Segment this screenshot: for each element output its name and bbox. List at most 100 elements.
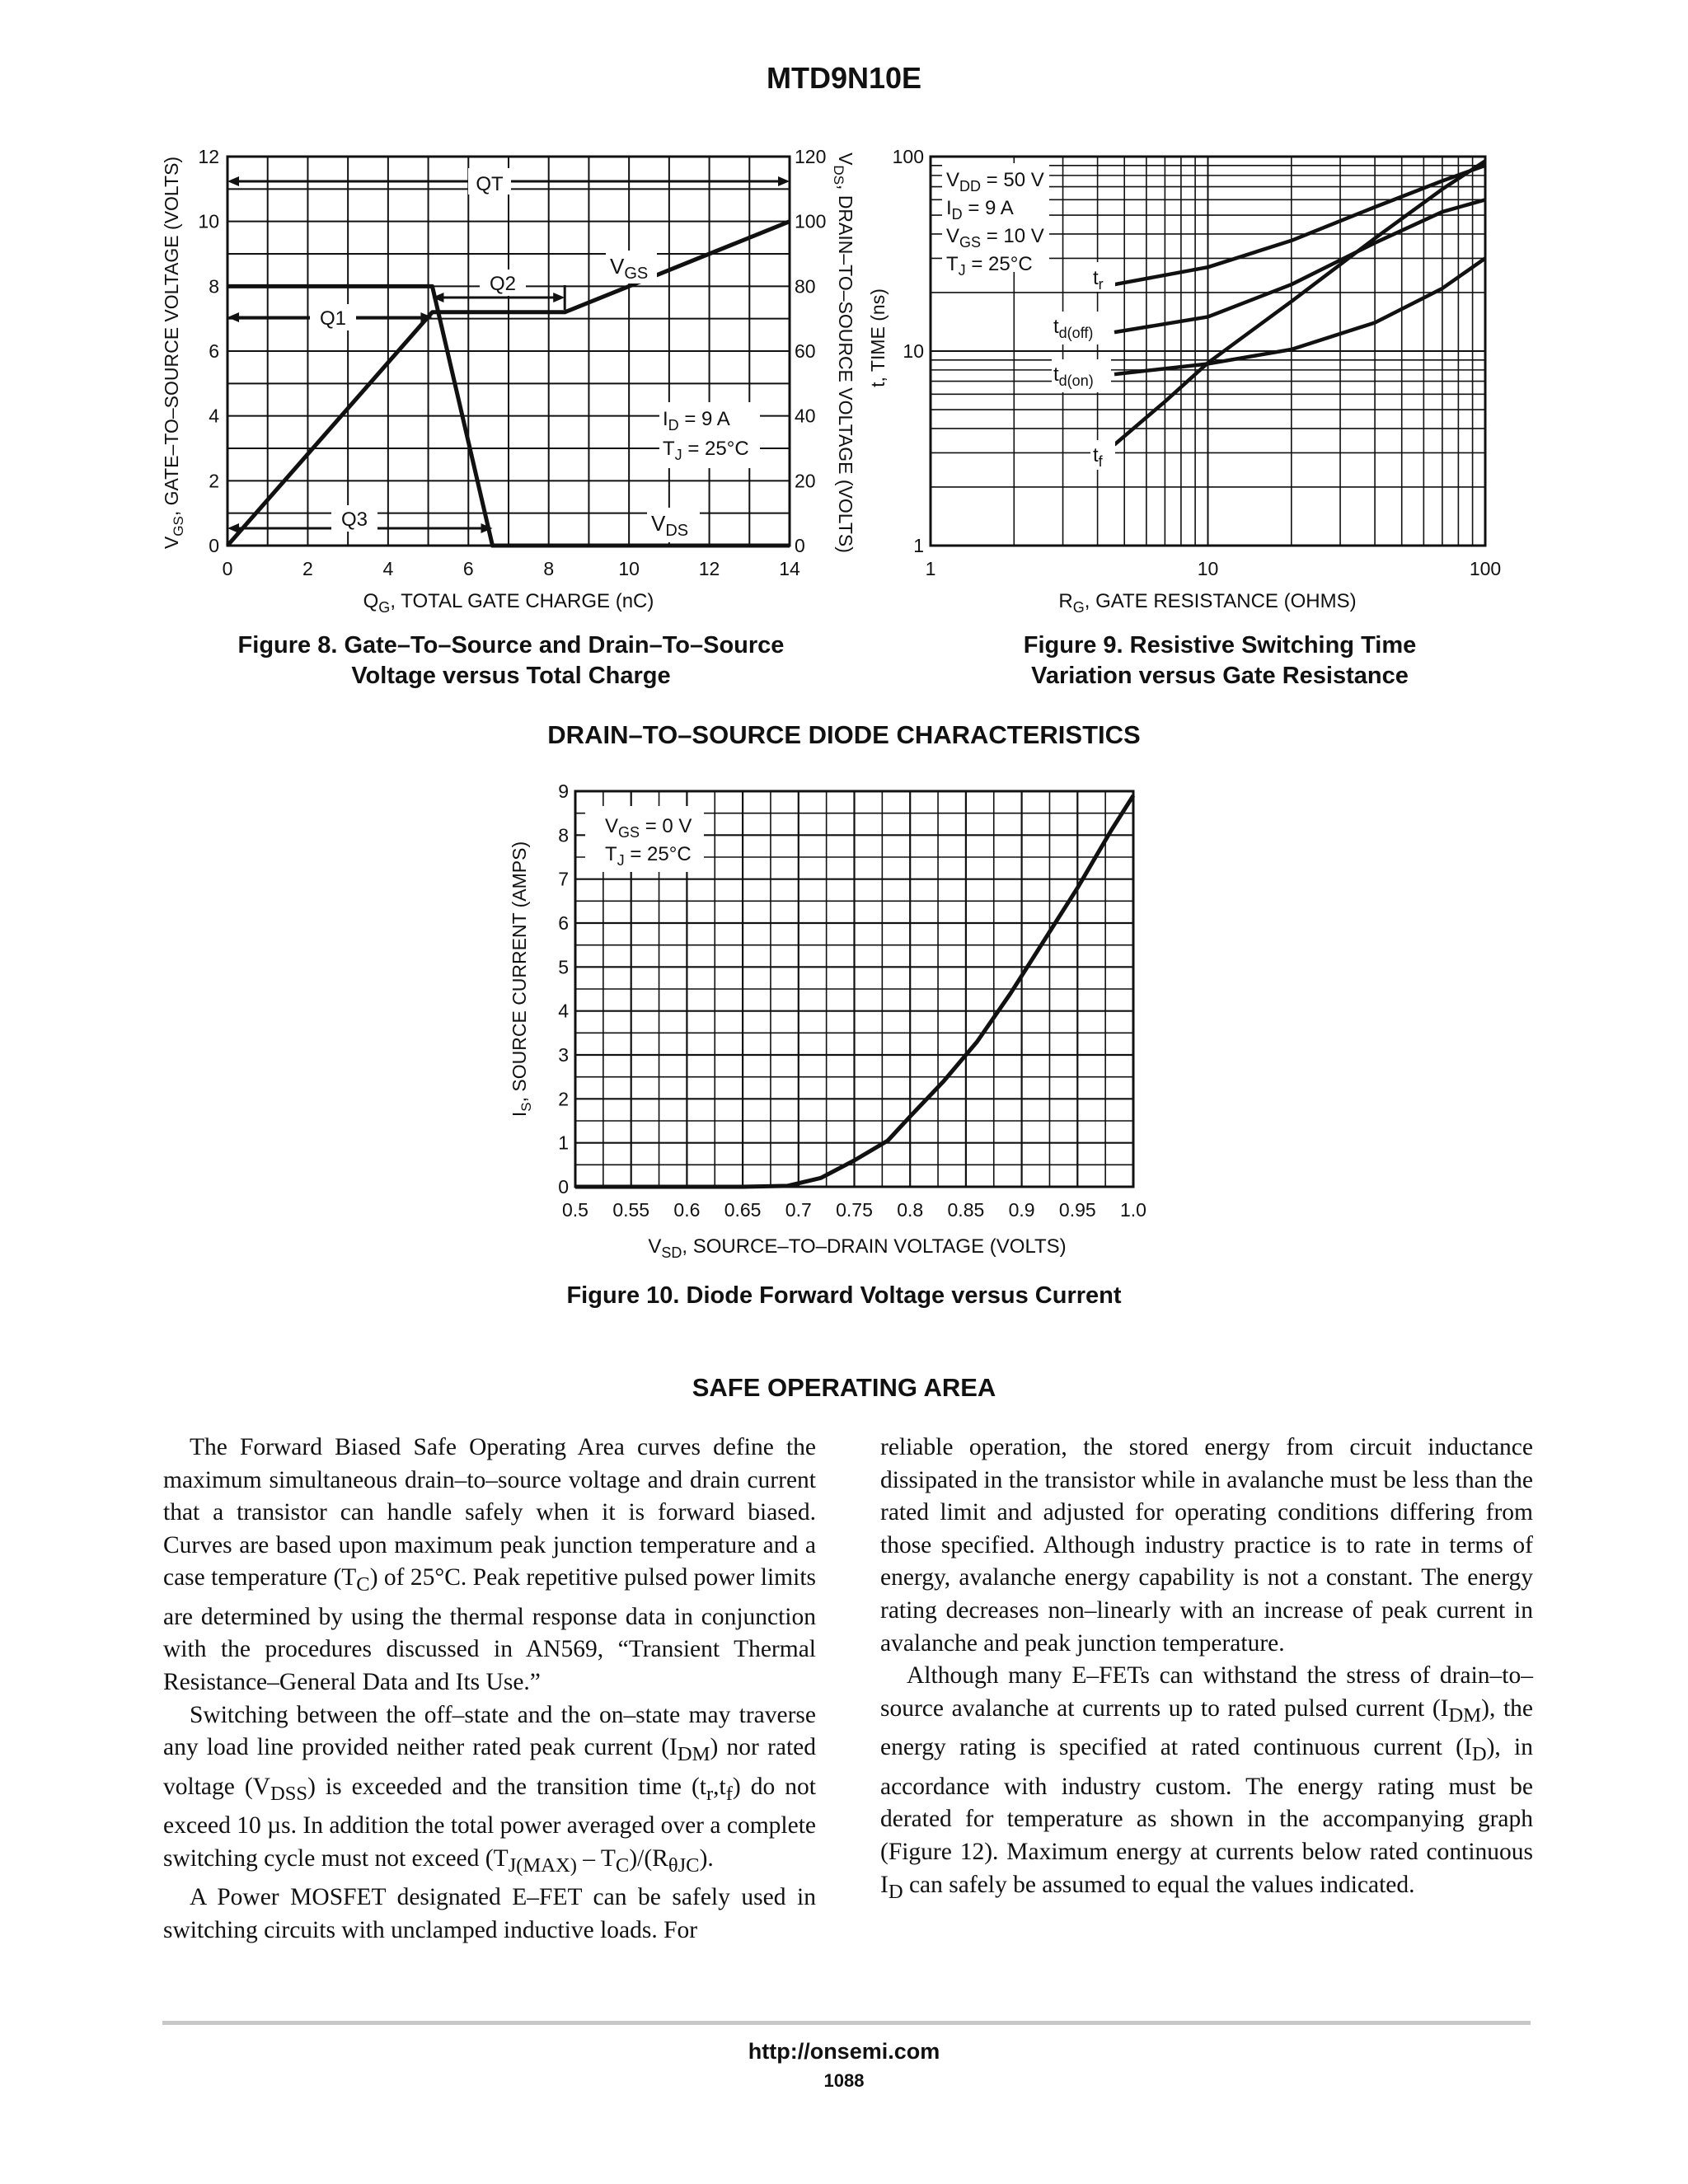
soa-left-paragraph-3: A Power MOSFET designated E–FET can be s… [163, 1884, 816, 1943]
fig9-caption-line2: Variation versus Gate Resistance [1031, 663, 1409, 689]
fig10-condition-tj: TJ = 25°C [605, 843, 692, 869]
fig9-y-tick-label: 1 [913, 535, 924, 556]
soa-right-column: reliable operation, the stored energy fr… [880, 1432, 1533, 1908]
fig8-left-tick-label: 8 [209, 275, 219, 297]
q2-label: Q2 [490, 273, 516, 295]
fig9-ticks: 1 10 100 1 10 100 [893, 146, 1502, 579]
fig10-x-tick-label: 0.7 [785, 1199, 812, 1221]
fig10-y-tick-label: 9 [558, 780, 569, 802]
q1-label: Q1 [320, 307, 346, 330]
fig10-x-axis-title: VSD, SOURCE–TO–DRAIN VOLTAGE (VOLTS) [648, 1235, 1066, 1261]
fig10-y-axis-title: IS, SOURCE CURRENT (AMPS) [509, 841, 534, 1117]
fig9-series-tdoff [1114, 198, 1486, 335]
fig10-y-tick-label: 8 [558, 824, 569, 846]
arrowhead-left [227, 523, 239, 533]
fig9-series-tf [1113, 159, 1487, 447]
fig8-left-axis-title: VGS, GATE–TO–SOURCE VOLTAGE (VOLTS) [161, 157, 186, 549]
fig8-x-tick-label: 0 [223, 558, 233, 579]
fig8-right-tick-label: 120 [795, 146, 826, 167]
fig10-series-is [575, 794, 1136, 1189]
fig10-x-tick-label: 0.9 [1009, 1199, 1035, 1221]
fig9-x-tick-label: 10 [1198, 558, 1219, 579]
fig10-y-tick-label: 5 [558, 956, 569, 977]
soa-right-paragraph-1: reliable operation, the stored energy fr… [880, 1434, 1533, 1657]
soa-left-paragraph-2: Switching between the off–state and the … [163, 1701, 816, 1877]
fig10-x-tick-label: 0.65 [724, 1199, 762, 1221]
fig8-right-tick-label: 100 [795, 211, 826, 232]
fig10-x-tick-label: 0.5 [562, 1199, 588, 1221]
fig10-condition-vgs: VGS = 0 V [605, 815, 692, 841]
fig9-condition-line: VGS = 10 V [946, 225, 1044, 251]
fig10-curves [575, 794, 1136, 1189]
fig8-right-axis-title: VDS, DRAIN–TO–SOURCE VOLTAGE (VOLTS) [831, 152, 856, 553]
fig8-left-tick-label: 10 [198, 211, 219, 232]
fig8-caption-line2: Voltage versus Total Charge [351, 663, 671, 689]
fig8-right-tick-label: 40 [795, 405, 816, 427]
fig8-dimension-arrows [227, 176, 790, 533]
arrowhead-right [481, 523, 493, 533]
arrowhead-right [778, 176, 790, 186]
fig9-condition-line: VDD = 50 V [946, 169, 1044, 194]
q3-label: Q3 [341, 509, 368, 531]
fig8-right-tick-label: 20 [795, 470, 816, 491]
section-title-diode: DRAIN–TO–SOURCE DIODE CHARACTERISTICS [547, 720, 1141, 749]
tf-curve-label: tf [1093, 444, 1104, 470]
vgs-curve-label: VGS [610, 254, 648, 283]
fig9-condition-line: TJ = 25°C [946, 253, 1033, 279]
fig8-x-tick-label: 2 [302, 558, 313, 579]
soa-left-column: The Forward Biased Safe Operating Area c… [163, 1432, 816, 1947]
fig10-y-tick-label: 3 [558, 1044, 569, 1066]
arrowhead-left [227, 176, 239, 186]
fig8-curves [226, 219, 790, 548]
fig10-y-tick-label: 7 [558, 869, 569, 890]
fig10-plot-frame [574, 790, 1135, 1188]
fig10-x-tick-label: 0.8 [897, 1199, 923, 1221]
fig10-x-tick-label: 0.95 [1059, 1199, 1096, 1221]
section-title-soa: SAFE OPERATING AREA [692, 1373, 996, 1402]
footer-divider [162, 2021, 1531, 2025]
fig8-x-tick-label: 6 [463, 558, 474, 579]
page-header-part-number: MTD9N10E [766, 61, 922, 95]
fig10-chart: 0.5 0.55 0.6 0.65 0.7 0.75 0.8 0.85 0.9 0.95 1.0 0 1… [509, 780, 1146, 1261]
footer-url[interactable]: http://onsemi.com [748, 2039, 940, 2064]
fig9-plot-frame [929, 155, 1487, 547]
fig9-y-tick-label: 100 [893, 146, 924, 167]
tdon-curve-label: td(on) [1053, 363, 1094, 389]
fig9-curves [1113, 159, 1487, 447]
fig10-y-tick-label: 1 [558, 1132, 569, 1154]
qt-label: QT [476, 173, 504, 195]
arrowhead-right [420, 312, 433, 322]
fig8-condition-id: ID = 9 A [663, 408, 730, 434]
fig8-grid [227, 157, 790, 546]
fig8-left-tick-label: 12 [198, 146, 219, 167]
fig8-x-tick-label: 14 [779, 558, 800, 579]
fig9-x-tick-label: 100 [1470, 558, 1501, 579]
fig10-x-tick-label: 0.55 [612, 1199, 649, 1221]
fig10-x-tick-label: 0.6 [673, 1199, 700, 1221]
fig8-right-tick-label: 0 [795, 535, 805, 556]
tdoff-curve-label: td(off) [1053, 316, 1093, 341]
fig8-left-tick-label: 0 [209, 535, 219, 556]
fig10-x-tick-label: 1.0 [1120, 1199, 1146, 1221]
vds-curve-label: VDS [651, 511, 688, 540]
fig8-x-axis-title: QG, TOTAL GATE CHARGE (nC) [363, 590, 654, 616]
fig8-condition-tj: TJ = 25°C [663, 438, 749, 463]
fig8-x-tick-label: 4 [382, 558, 393, 579]
fig10-x-tick-label: 0.75 [836, 1199, 873, 1221]
soa-right-paragraph-2: Although many E–FETs can withstand the s… [880, 1662, 1533, 1903]
fig8-x-tick-label: 12 [699, 558, 720, 579]
fig9-x-tick-label: 1 [926, 558, 936, 579]
fig8-caption-line1: Figure 8. Gate–To–Source and Drain–To–So… [237, 632, 785, 658]
tr-curve-label: tr [1093, 267, 1104, 293]
fig8-right-tick-label: 60 [795, 340, 816, 362]
fig8-series-vds [227, 284, 790, 548]
fig9-condition-line: ID = 9 A [946, 197, 1014, 223]
fig8-x-tick-label: 10 [618, 558, 640, 579]
fig10-y-tick-label: 6 [558, 912, 569, 934]
fig10-ticks: 0.5 0.55 0.6 0.65 0.7 0.75 0.8 0.85 0.9 0.95 1.0 0 1… [558, 780, 1146, 1221]
arrowhead-left [227, 312, 239, 322]
fig8-series-vgs [226, 219, 790, 547]
